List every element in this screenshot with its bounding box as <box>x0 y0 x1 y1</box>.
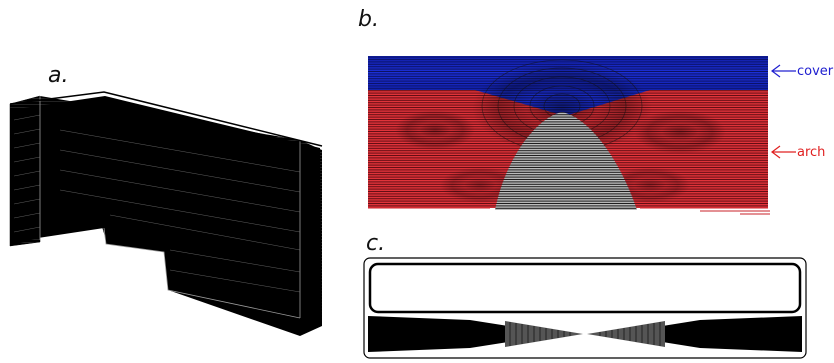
panel-c-central-pinch <box>505 321 665 347</box>
cover-annotation: cover <box>771 64 834 79</box>
cover-label: cover <box>797 64 834 79</box>
panel-a: a. <box>9 63 323 336</box>
panel-c: c. <box>363 231 807 359</box>
core-region <box>495 112 637 210</box>
panel-c-label: c. <box>366 231 385 256</box>
panel-c-section-view <box>363 257 807 359</box>
panel-a-layered-block <box>9 91 323 336</box>
panel-b-label: b. <box>358 7 379 32</box>
panel-a-label: a. <box>48 63 68 88</box>
panel-b: b. <box>358 7 834 215</box>
arch-annotation: arch <box>771 145 825 160</box>
panel-b-layer-map <box>368 56 770 215</box>
arch-label: arch <box>797 145 825 160</box>
